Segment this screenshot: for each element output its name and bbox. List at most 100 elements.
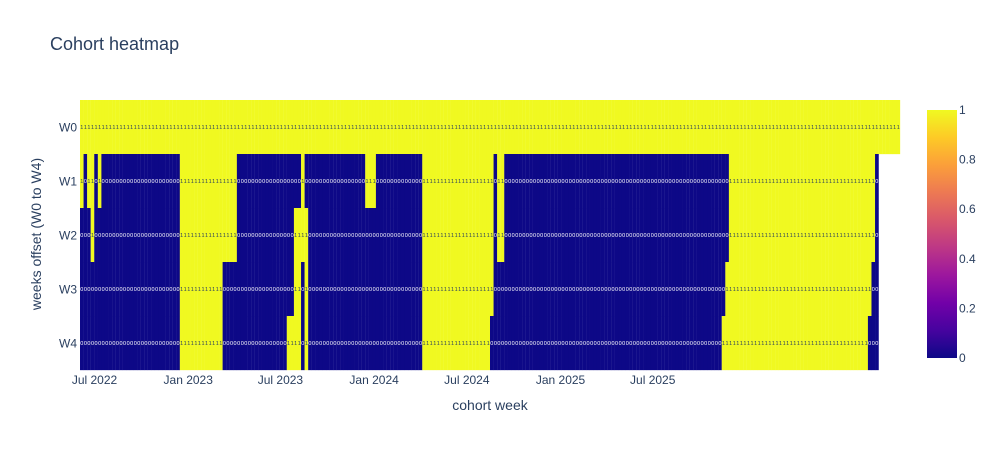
heatmap-cell-w3-196 — [778, 262, 783, 317]
heatmap-cell-w3-86 — [386, 262, 391, 317]
heatmap-cell-w3-192 — [764, 262, 769, 317]
heatmap-cell-w1-57 — [283, 154, 287, 209]
heatmap-cell-w3-114 — [486, 262, 491, 317]
cell-label-w3-216: 1 — [850, 287, 853, 293]
cell-label-w3-123: 0 — [519, 287, 522, 293]
cell-label-w1-86: 0 — [387, 179, 390, 185]
cell-label-w3-140: 0 — [579, 287, 582, 293]
heatmap-cell-w0-80 — [365, 100, 369, 155]
heatmap-cell-w0-10 — [115, 100, 120, 155]
cell-label-w0-12: 1 — [123, 125, 126, 131]
heatmap-cell-w1-11 — [119, 154, 123, 209]
cell-label-w4-195: 1 — [775, 341, 778, 347]
heatmap-cell-w2-180 — [721, 208, 726, 263]
cell-label-w1-90: 0 — [401, 179, 404, 185]
heatmap-cell-w3-84 — [379, 262, 384, 317]
heatmap-cell-w4-117 — [497, 316, 501, 371]
cell-label-w2-183: 1 — [733, 233, 736, 239]
heatmap-cell-w2-26 — [172, 208, 177, 263]
cell-label-w3-44: 0 — [237, 287, 240, 293]
heatmap-cell-w1-38 — [215, 154, 220, 209]
heatmap-cell-w2-158 — [643, 208, 648, 263]
cell-label-w1-207: 1 — [818, 179, 821, 185]
cell-label-w0-90: 1 — [401, 125, 404, 131]
cell-label-w1-145: 0 — [597, 179, 600, 185]
heatmap-cell-w0-165 — [668, 100, 672, 155]
cell-label-w1-58: 0 — [287, 179, 290, 185]
heatmap-cell-w2-188 — [750, 208, 754, 263]
cell-label-w0-202: 1 — [800, 125, 803, 131]
heatmap-cell-w1-63 — [304, 154, 309, 209]
cell-label-w0-191: 1 — [761, 125, 764, 131]
heatmap-cell-w3-210 — [828, 262, 833, 317]
cell-label-w0-34: 1 — [201, 125, 204, 131]
cell-label-w2-151: 0 — [619, 233, 622, 239]
cell-label-w1-34: 1 — [201, 179, 204, 185]
heatmap-cell-w3-127 — [532, 262, 537, 317]
heatmap-cell-w4-135 — [561, 316, 566, 371]
cell-label-w2-129: 0 — [540, 233, 543, 239]
cell-label-w0-59: 1 — [291, 125, 294, 131]
cell-label-w4-85: 0 — [383, 341, 386, 347]
heatmap-cell-w3-122 — [514, 262, 519, 317]
cell-label-w0-167: 1 — [676, 125, 679, 131]
cell-label-w2-156: 0 — [636, 233, 639, 239]
heatmap-cell-w3-217 — [853, 262, 858, 317]
heatmap-cell-w4-49 — [254, 316, 259, 371]
heatmap-cell-w1-12 — [122, 154, 127, 209]
heatmap-cell-w3-160 — [650, 262, 655, 317]
cell-label-w4-17: 0 — [141, 341, 144, 347]
cell-label-w2-212: 1 — [836, 233, 839, 239]
heatmap-cell-w4-22 — [158, 316, 163, 371]
cell-label-w4-138: 0 — [572, 341, 575, 347]
heatmap-cell-w2-203 — [803, 208, 808, 263]
heatmap-cell-w4-91 — [404, 316, 409, 371]
heatmap-cell-w4-152 — [621, 316, 626, 371]
cell-label-w4-19: 0 — [148, 341, 151, 347]
cell-label-w0-195: 1 — [775, 125, 778, 131]
heatmap-cell-w2-30 — [186, 208, 191, 263]
heatmap-cell-w3-213 — [839, 262, 844, 317]
heatmap-cell-w2-116 — [493, 208, 498, 263]
heatmap-cell-w0-43 — [233, 100, 238, 155]
cell-label-w2-196: 1 — [779, 233, 782, 239]
cell-label-w1-123: 0 — [519, 179, 522, 185]
heatmap-cell-w3-161 — [654, 262, 658, 317]
heatmap-cell-w2-50 — [258, 208, 262, 263]
heatmap-cell-w0-87 — [390, 100, 394, 155]
heatmap-cell-w2-37 — [211, 208, 216, 263]
heatmap-cell-w1-79 — [361, 154, 366, 209]
cell-label-w0-18: 1 — [144, 125, 147, 131]
heatmap-cell-w4-194 — [771, 316, 776, 371]
cell-label-w4-218: 1 — [857, 341, 860, 347]
heatmap-cell-w2-182 — [728, 208, 733, 263]
cell-label-w0-227: 1 — [890, 125, 893, 131]
heatmap-cell-w4-26 — [172, 316, 177, 371]
cell-label-w3-29: 1 — [184, 287, 187, 293]
heatmap-cell-w2-218 — [857, 208, 861, 263]
heatmap-cell-w2-176 — [707, 208, 712, 263]
cell-label-w3-32: 1 — [194, 287, 197, 293]
heatmap-cell-w0-42 — [229, 100, 234, 155]
cell-label-w1-134: 0 — [558, 179, 561, 185]
heatmap-cell-w4-86 — [386, 316, 391, 371]
heatmap-cell-w4-125 — [525, 316, 530, 371]
cell-label-w0-81: 1 — [369, 125, 372, 131]
heatmap-cell-w0-47 — [247, 100, 252, 155]
heatmap-cell-w0-84 — [379, 100, 384, 155]
heatmap-cell-w4-143 — [589, 316, 594, 371]
cell-label-w2-88: 0 — [394, 233, 397, 239]
cell-label-w1-119: 0 — [505, 179, 508, 185]
cell-label-w1-53: 0 — [269, 179, 272, 185]
cell-label-w0-50: 1 — [259, 125, 262, 131]
heatmap-cell-w0-48 — [251, 100, 255, 155]
heatmap-cell-w2-1 — [83, 208, 88, 263]
cell-label-w3-132: 0 — [551, 287, 554, 293]
heatmap-cell-w1-223 — [875, 154, 879, 209]
cell-label-w2-138: 0 — [572, 233, 575, 239]
heatmap-cell-w1-217 — [853, 154, 858, 209]
heatmap-cell-w2-107 — [461, 208, 466, 263]
cell-label-w2-173: 0 — [697, 233, 700, 239]
heatmap-cell-w0-147 — [604, 100, 608, 155]
cell-label-w2-19: 0 — [148, 233, 151, 239]
